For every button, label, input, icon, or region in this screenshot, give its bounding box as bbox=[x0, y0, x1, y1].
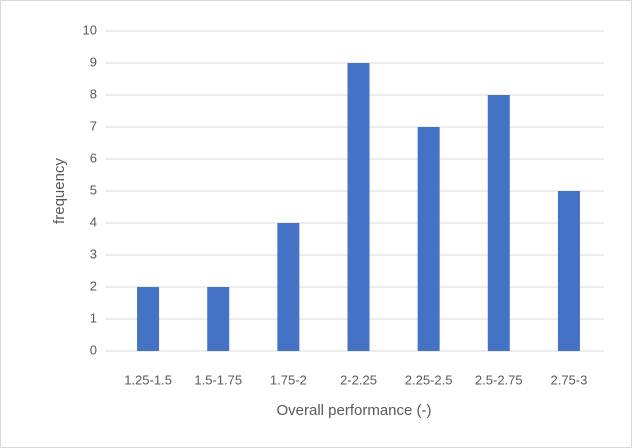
y-tick-label: 9 bbox=[90, 54, 97, 69]
bar bbox=[137, 287, 160, 351]
bar bbox=[487, 95, 510, 351]
x-axis-title: Overall performance (-) bbox=[276, 402, 431, 419]
y-tick-label: 4 bbox=[90, 214, 97, 229]
bar bbox=[557, 191, 580, 351]
bar bbox=[277, 223, 300, 351]
y-axis-title: frequency bbox=[51, 158, 68, 224]
x-tick-label: 2.25-2.5 bbox=[405, 372, 453, 387]
x-tick-label: 2.5-2.75 bbox=[475, 372, 523, 387]
bar bbox=[417, 127, 440, 351]
y-tick-label: 0 bbox=[90, 342, 97, 357]
x-tick-label: 2-2.25 bbox=[340, 372, 377, 387]
y-tick-label: 6 bbox=[90, 150, 97, 165]
x-tick-label: 1.5-1.75 bbox=[194, 372, 242, 387]
x-tick-label: 1.75-2 bbox=[270, 372, 307, 387]
y-tick-label: 2 bbox=[90, 278, 97, 293]
x-tick-label: 2.75-3 bbox=[550, 372, 587, 387]
y-tick-label: 8 bbox=[90, 86, 97, 101]
y-tick-label: 10 bbox=[83, 22, 97, 37]
x-tick-label: 1.25-1.5 bbox=[124, 372, 172, 387]
bar bbox=[207, 287, 230, 351]
bar bbox=[347, 63, 370, 351]
y-tick-label: 7 bbox=[90, 118, 97, 133]
y-tick-label: 3 bbox=[90, 246, 97, 261]
y-tick-label: 5 bbox=[90, 182, 97, 197]
y-tick-label: 1 bbox=[90, 310, 97, 325]
